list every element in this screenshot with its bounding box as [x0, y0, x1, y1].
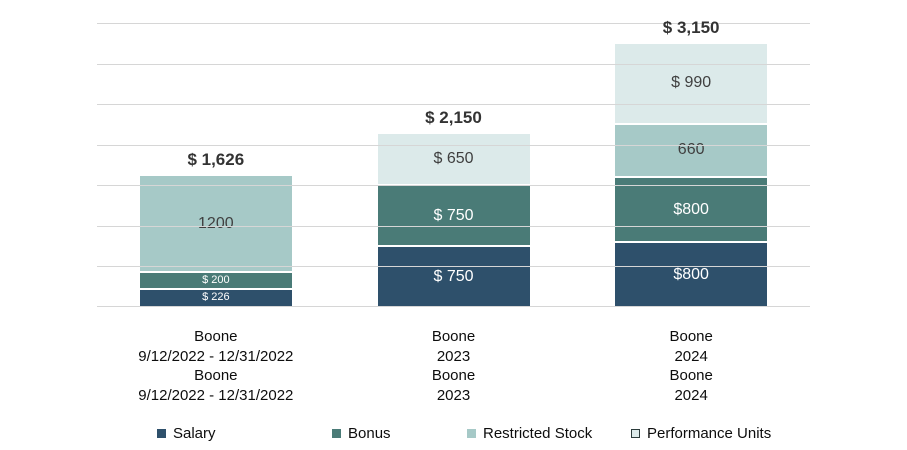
stacked-bar: $ 226 $ 200 1200: [138, 175, 293, 307]
legend-item: Salary: [157, 421, 216, 445]
category-label-line: Boone: [194, 367, 238, 384]
gridline: [97, 306, 810, 307]
stacked-bar: $ 750 $ 750 $ 650: [376, 132, 531, 307]
legend-label: Salary: [173, 424, 216, 442]
bar-segment: $800: [614, 177, 769, 243]
gridline: [97, 145, 810, 146]
legend-label: Restricted Stock: [483, 424, 593, 442]
segment-value-label: 1200: [198, 214, 234, 232]
bar-segment: $ 990: [614, 43, 769, 124]
legend-label: Performance Units: [647, 424, 772, 442]
gridline: [97, 104, 810, 105]
legend-item: Performance Units: [631, 421, 771, 445]
category-label-line: 2023: [436, 347, 471, 365]
gridline: [97, 185, 810, 186]
stacked-bar: $800 $800 660 $ 990: [614, 43, 769, 307]
bar-total-label: $ 2,150: [425, 107, 482, 127]
bar-total-label: $ 3,150: [662, 18, 720, 38]
gridline: [97, 23, 810, 24]
gridline: [97, 226, 810, 227]
bar-segment: $ 226: [138, 288, 293, 307]
bar-segment: $ 750: [376, 246, 531, 307]
segment-value-label: $ 650: [433, 149, 474, 167]
category-label-line: Boone: [431, 328, 476, 345]
category-label-line: 2024: [674, 386, 708, 404]
legend-label: Bonus: [348, 424, 391, 442]
category-label: Boone 9/12/2022 - 12/31/2022 Boone 9/12/202…: [76, 327, 356, 405]
legend-swatch-icon: [157, 428, 166, 438]
bar-total-label: $ 1,626: [187, 150, 245, 170]
segment-value-label: $ 990: [671, 74, 712, 92]
category-label-line: Boone: [194, 328, 238, 345]
bar-segment: $ 200: [138, 272, 293, 289]
bar-segment: $ 650: [376, 132, 531, 186]
segment-value-label: $ 200: [202, 274, 230, 287]
bar-segment: 660: [614, 123, 769, 178]
bar-segment: $800: [614, 242, 769, 307]
legend-swatch-icon: [467, 428, 476, 438]
legend: Salary Bonus Restricted Stock Performance U…: [0, 421, 907, 447]
category-label-line: Boone: [431, 367, 476, 384]
legend-swatch-icon: [332, 428, 341, 438]
legend-item: Restricted Stock: [467, 421, 592, 445]
segment-value-label: $ 750: [433, 206, 474, 224]
segment-value-label: $800: [673, 265, 709, 283]
gridline: [97, 64, 810, 65]
gridline: [97, 266, 810, 267]
category-label: Boone 2024 Boone 2024: [551, 327, 831, 405]
segment-value-label: $ 750: [433, 267, 474, 285]
category-label: Boone 2023 Boone 2023: [314, 327, 594, 405]
bar-segment: $ 750: [376, 185, 531, 247]
legend-item: Bonus: [332, 421, 391, 445]
category-label-line: 9/12/2022 - 12/31/2022: [138, 347, 294, 365]
category-label-line: 2024: [674, 347, 708, 365]
category-label-line: Boone: [669, 328, 713, 345]
bar-segment: 1200: [138, 175, 293, 273]
plot-area: $ 226 $ 200 1200 $ 1,626 $ 750 $ 750 $ 650 $ 2,…: [97, 18, 810, 307]
category-label-line: Boone: [669, 367, 713, 384]
legend-swatch-icon: [631, 428, 640, 438]
segment-value-label: $800: [673, 200, 709, 218]
category-label-line: 2023: [436, 386, 471, 404]
category-label-line: 9/12/2022 - 12/31/2022: [138, 386, 294, 404]
segment-value-label: $ 226: [202, 291, 230, 304]
